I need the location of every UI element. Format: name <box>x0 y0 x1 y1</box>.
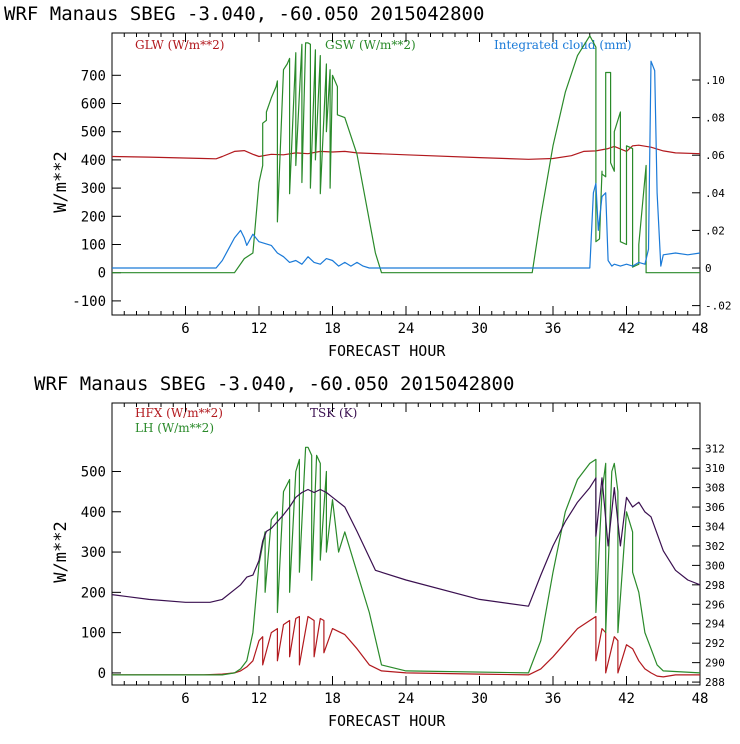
panel-top-x-tick-label: 48 <box>692 321 709 337</box>
panel-bottom-x-tick-label: 24 <box>398 691 415 707</box>
panel-bottom-series-2-line <box>112 446 701 676</box>
panel-top-y-axis-label: W/m**2 <box>51 151 71 212</box>
panel-bottom-y-tick-label: 300 <box>81 545 106 561</box>
panel-bottom-y2-tick-label: 294 <box>705 618 725 631</box>
panel-bottom-y-tick-label: 0 <box>98 666 106 682</box>
panel-bottom-y2-tick-label: 302 <box>705 540 725 553</box>
panel-top-y-tick-label: 600 <box>81 97 106 113</box>
panel-top-x-tick-label: 36 <box>545 321 562 337</box>
legend-hfx: HFX (W/m**2) <box>135 406 223 420</box>
panel-bottom-y-tick-label: 100 <box>81 626 106 642</box>
panel-bottom-x-tick-label: 48 <box>692 691 709 707</box>
legend-gsw: GSW (W/m**2) <box>325 38 416 52</box>
panel-bottom-y2-tick-label: 288 <box>705 676 725 689</box>
panel-top-y2-tick-label: .06 <box>705 149 725 162</box>
panel-top-header: WRF Manaus SBEG -3.040, -60.050 20150428… <box>4 3 484 25</box>
panel-top-y2-tick-label: .02 <box>705 224 725 237</box>
panel-top-series-2-line <box>112 35 700 274</box>
panel-top-x-tick-label: 6 <box>181 321 189 337</box>
panel-top-x-tick-label: 18 <box>324 321 341 337</box>
panel-top-x-tick-label: 42 <box>618 321 635 337</box>
panel-bottom-y-tick-label: 200 <box>81 585 106 601</box>
panel-bottom-x-tick-label: 42 <box>618 691 635 707</box>
panel-bottom-x-tick-label: 6 <box>181 691 189 707</box>
panel-top-y-tick-label: 100 <box>81 238 106 254</box>
panel-bottom-y2-tick-label: 290 <box>705 657 725 670</box>
panel-bottom-y2-tick-label: 308 <box>705 482 725 495</box>
legend-glw: GLW (W/m**2) <box>135 38 224 52</box>
panel-top-y-tick-label: -100 <box>72 294 106 310</box>
panel-bottom-plot-frame <box>111 402 701 686</box>
panel-bottom-y2-tick-label: 300 <box>705 559 725 572</box>
panel-top-y-tick-label: 0 <box>98 266 106 282</box>
panel-bottom-y2-tick-label: 310 <box>705 462 725 475</box>
panel-bottom-y2-tick-label: 312 <box>705 443 725 456</box>
panel-bottom-series-3-line <box>111 477 701 607</box>
panel-bottom-x-tick-label: 36 <box>545 691 562 707</box>
panel-bottom-x-tick-label: 30 <box>471 691 488 707</box>
panel-top-y-tick-label: 300 <box>81 181 106 197</box>
panel-bottom-y2-tick-label: 298 <box>705 579 725 592</box>
panel-top-y-tick-label: 200 <box>81 209 106 225</box>
panel-top-y2-tick-label: -.02 <box>705 300 732 313</box>
panel-top-x-axis-label: FORECAST HOUR <box>328 342 446 360</box>
panel-top-x-tick-label: 12 <box>251 321 268 337</box>
panel-bottom-y2-tick-label: 292 <box>705 637 725 650</box>
panel-top-y-tick-label: 700 <box>81 68 106 84</box>
panel-top-series-3-line <box>112 60 701 269</box>
panel-top-x-tick-label: 24 <box>398 321 415 337</box>
panel-bottom-y-axis-label: W/m**2 <box>51 521 71 582</box>
panel-top-y-tick-label: 400 <box>81 153 106 169</box>
panel-bottom-header: WRF Manaus SBEG -3.040, -60.050 20150428… <box>34 373 514 395</box>
panel-top-y2-tick-label: .08 <box>705 112 725 125</box>
panel-bottom-x-axis-label: FORECAST HOUR <box>328 712 446 730</box>
panel-bottom-y2-tick-label: 306 <box>705 501 725 514</box>
panel-bottom-y2-tick-label: 304 <box>705 520 725 533</box>
legend-lh: LH (W/m**2) <box>135 421 214 435</box>
legend-integrated-cloud: Integrated cloud (mm) <box>494 38 632 52</box>
panel-bottom-series-1-line <box>112 615 700 678</box>
panel-bottom: WRF Manaus SBEG -3.040, -60.050 20150428… <box>34 373 725 730</box>
panel-bottom-x-tick-label: 18 <box>324 691 341 707</box>
panel-bottom-x-tick-label: 12 <box>251 691 268 707</box>
panel-top-y-tick-label: 500 <box>81 125 106 141</box>
panel-top-y2-tick-label: .04 <box>705 187 725 200</box>
panel-top-y2-tick-label: 0 <box>705 262 712 275</box>
panel-bottom-y-tick-label: 400 <box>81 505 106 521</box>
panel-bottom-y2-tick-label: 296 <box>705 598 725 611</box>
legend-tsk: TSK (K) <box>310 406 357 420</box>
panel-bottom-y-tick-label: 500 <box>81 464 106 480</box>
panel-top-x-tick-label: 30 <box>471 321 488 337</box>
panel-top-series-1-line <box>111 144 701 160</box>
panel-top: WRF Manaus SBEG -3.040, -60.050 20150428… <box>4 3 732 360</box>
panel-top-y2-tick-label: .10 <box>705 74 725 87</box>
